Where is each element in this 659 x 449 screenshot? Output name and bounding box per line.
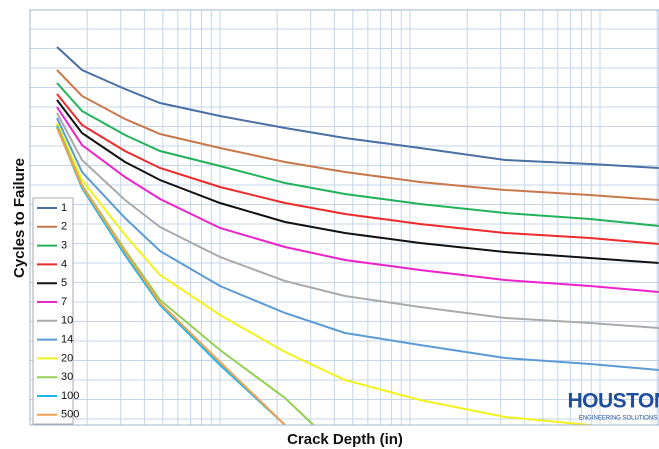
series-line <box>56 46 659 169</box>
series-line <box>56 106 659 293</box>
legend-label: 3 <box>61 240 67 252</box>
logo-title: HOUSTON <box>567 390 659 413</box>
series-line <box>56 99 659 264</box>
series-line <box>56 69 659 201</box>
series-line <box>56 93 659 245</box>
legend-label: 2 <box>61 221 67 233</box>
legend-label: 500 <box>61 409 79 421</box>
legend-label: 100 <box>61 390 79 402</box>
legend-label: 20 <box>61 352 73 364</box>
plot-lines <box>56 46 659 425</box>
series-line <box>56 82 659 227</box>
logo-subtitle: ENGINEERING SOLUTIONS <box>579 416 657 422</box>
legend-label: 14 <box>61 334 73 346</box>
legend-label: 10 <box>61 315 73 327</box>
y-axis-label: Cycles to Failure <box>11 158 28 278</box>
legend-label: 5 <box>61 277 67 289</box>
legend-label: 7 <box>61 296 67 308</box>
series-line <box>56 112 659 329</box>
series-line <box>56 127 286 425</box>
legend-label: 30 <box>61 371 73 383</box>
series-line <box>56 124 315 425</box>
legend-label: 1 <box>61 202 67 214</box>
legend-box <box>32 197 74 425</box>
x-axis-label: Crack Depth (in) <box>287 431 403 448</box>
grid <box>30 10 659 425</box>
legend: 1 2 3 4 5 7 10 14 20 30 100 500 <box>32 197 79 425</box>
series-line <box>56 122 591 425</box>
series-line <box>56 117 659 371</box>
plot-frame <box>29 9 659 426</box>
legend-label: 4 <box>61 258 67 270</box>
